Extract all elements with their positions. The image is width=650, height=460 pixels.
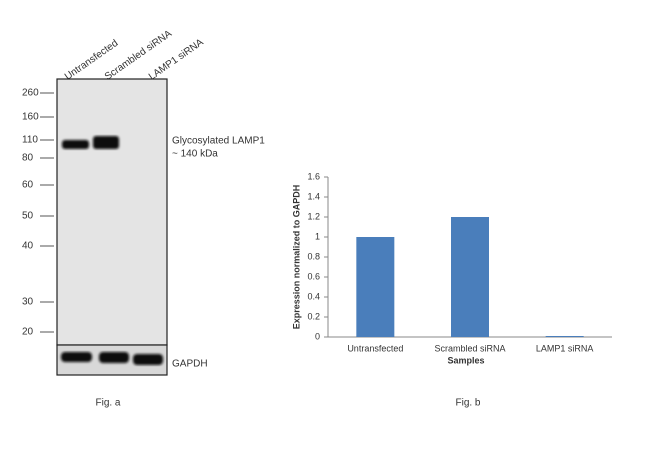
marker-label: 110 bbox=[22, 135, 38, 146]
y-tick-label: 0.2 bbox=[307, 311, 320, 321]
marker-label: 80 bbox=[22, 153, 34, 164]
marker-label: 160 bbox=[22, 112, 39, 123]
marker-label: 50 bbox=[22, 211, 34, 222]
y-tick-label: 1.6 bbox=[307, 171, 320, 181]
band bbox=[93, 136, 119, 149]
bar bbox=[545, 336, 584, 337]
bar bbox=[356, 237, 395, 337]
lamp1-bands bbox=[62, 136, 119, 149]
caption: Fig. a bbox=[95, 398, 120, 409]
marker-label: 40 bbox=[22, 241, 34, 252]
marker-label: 60 bbox=[22, 180, 34, 191]
caption: Fig. b bbox=[455, 398, 480, 409]
band-label: Glycosylated LAMP1 bbox=[172, 136, 265, 147]
y-tick-label: 0.8 bbox=[307, 251, 320, 261]
gapdh-bands bbox=[61, 352, 163, 365]
marker-label: 260 bbox=[22, 88, 39, 99]
x-tick-label: Untransfected bbox=[347, 343, 403, 353]
y-tick-label: 1.2 bbox=[307, 211, 320, 221]
marker-label: 30 bbox=[22, 297, 34, 308]
x-axis-label: Samples bbox=[447, 355, 484, 365]
y-tick-label: 0.4 bbox=[307, 291, 320, 301]
band bbox=[133, 354, 163, 365]
band bbox=[62, 140, 89, 149]
loading-control-label: GAPDH bbox=[172, 359, 208, 370]
marker-label: 20 bbox=[22, 327, 34, 338]
band bbox=[61, 352, 92, 362]
y-axis-label: Expression normalized to GAPDH bbox=[291, 185, 301, 330]
blot-membrane bbox=[56, 78, 168, 346]
band-label: ~ 140 kDa bbox=[172, 149, 218, 160]
x-tick-label: LAMP1 siRNA bbox=[536, 343, 594, 353]
y-tick-label: 0.6 bbox=[307, 271, 320, 281]
x-tick-label: Scrambled siRNA bbox=[434, 343, 505, 353]
band bbox=[99, 352, 129, 363]
bar bbox=[451, 217, 489, 337]
y-tick-label: 1.4 bbox=[307, 191, 320, 201]
y-tick-label: 0 bbox=[315, 331, 320, 341]
y-tick-label: 1 bbox=[315, 231, 320, 241]
